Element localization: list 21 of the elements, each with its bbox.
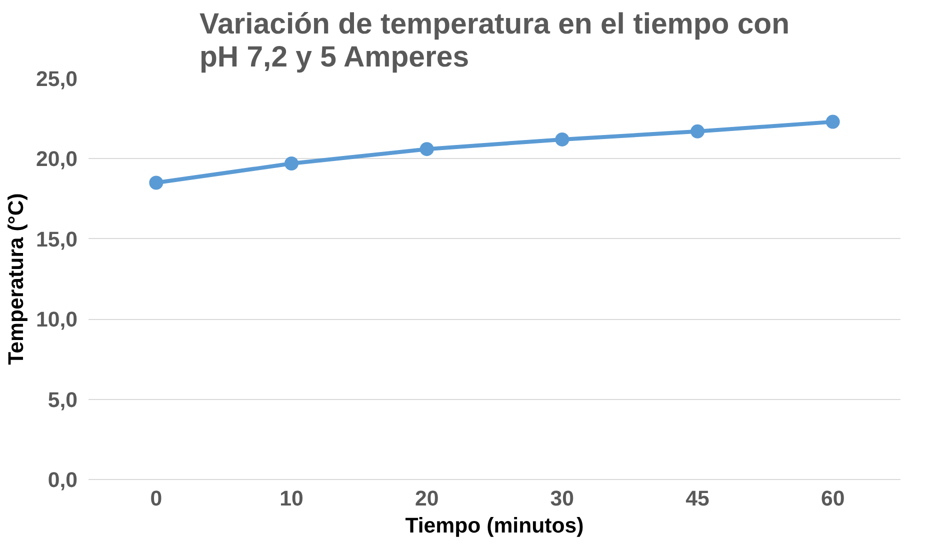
- y-tick-label: 15,0: [36, 227, 78, 252]
- x-tick-label: 20: [414, 486, 439, 510]
- point: [555, 132, 570, 146]
- x-tick-label: 30: [550, 486, 574, 510]
- chart-title: Variación de temperatura en el tiempo con pH 7,2 y 5 Amperes: [200, 8, 790, 74]
- y-tick-label: 5,0: [48, 388, 78, 412]
- y-tick-label: 10,0: [36, 308, 78, 332]
- y-tick-label: 0,0: [48, 468, 78, 492]
- x-axis-title: Tiempo (minutos): [405, 514, 584, 538]
- point: [690, 124, 704, 138]
- y-tick-label: 20,0: [36, 147, 78, 172]
- x-tick-label: 45: [686, 486, 710, 510]
- x-tick-label: 10: [280, 486, 304, 510]
- x-tick-label: 60: [820, 486, 845, 510]
- y-tick-label: 25,0: [36, 67, 78, 91]
- point: [826, 114, 840, 129]
- y-axis-title: Temperatura (°C): [4, 193, 28, 365]
- x-tick-label: 0: [150, 486, 162, 510]
- point: [420, 142, 434, 156]
- point: [149, 176, 164, 190]
- point: [284, 156, 298, 170]
